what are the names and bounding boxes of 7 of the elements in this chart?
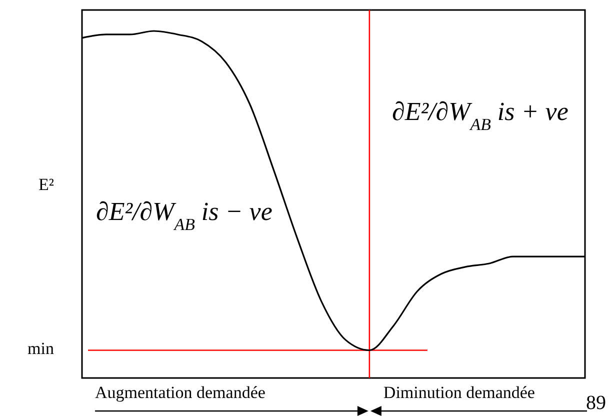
annotation: ∂E²/∂W$_{AB}$ is + ve — [392, 97, 568, 134]
text: Augmentation demandée — [95, 383, 266, 402]
text: Diminution demandée — [383, 383, 535, 402]
ref-line-label: min — [28, 339, 54, 358]
y-axis-title: E² — [38, 175, 54, 194]
text: 89 — [586, 392, 606, 414]
annotation: ∂E²/∂W$_{AB}$ is − ve — [96, 197, 272, 234]
